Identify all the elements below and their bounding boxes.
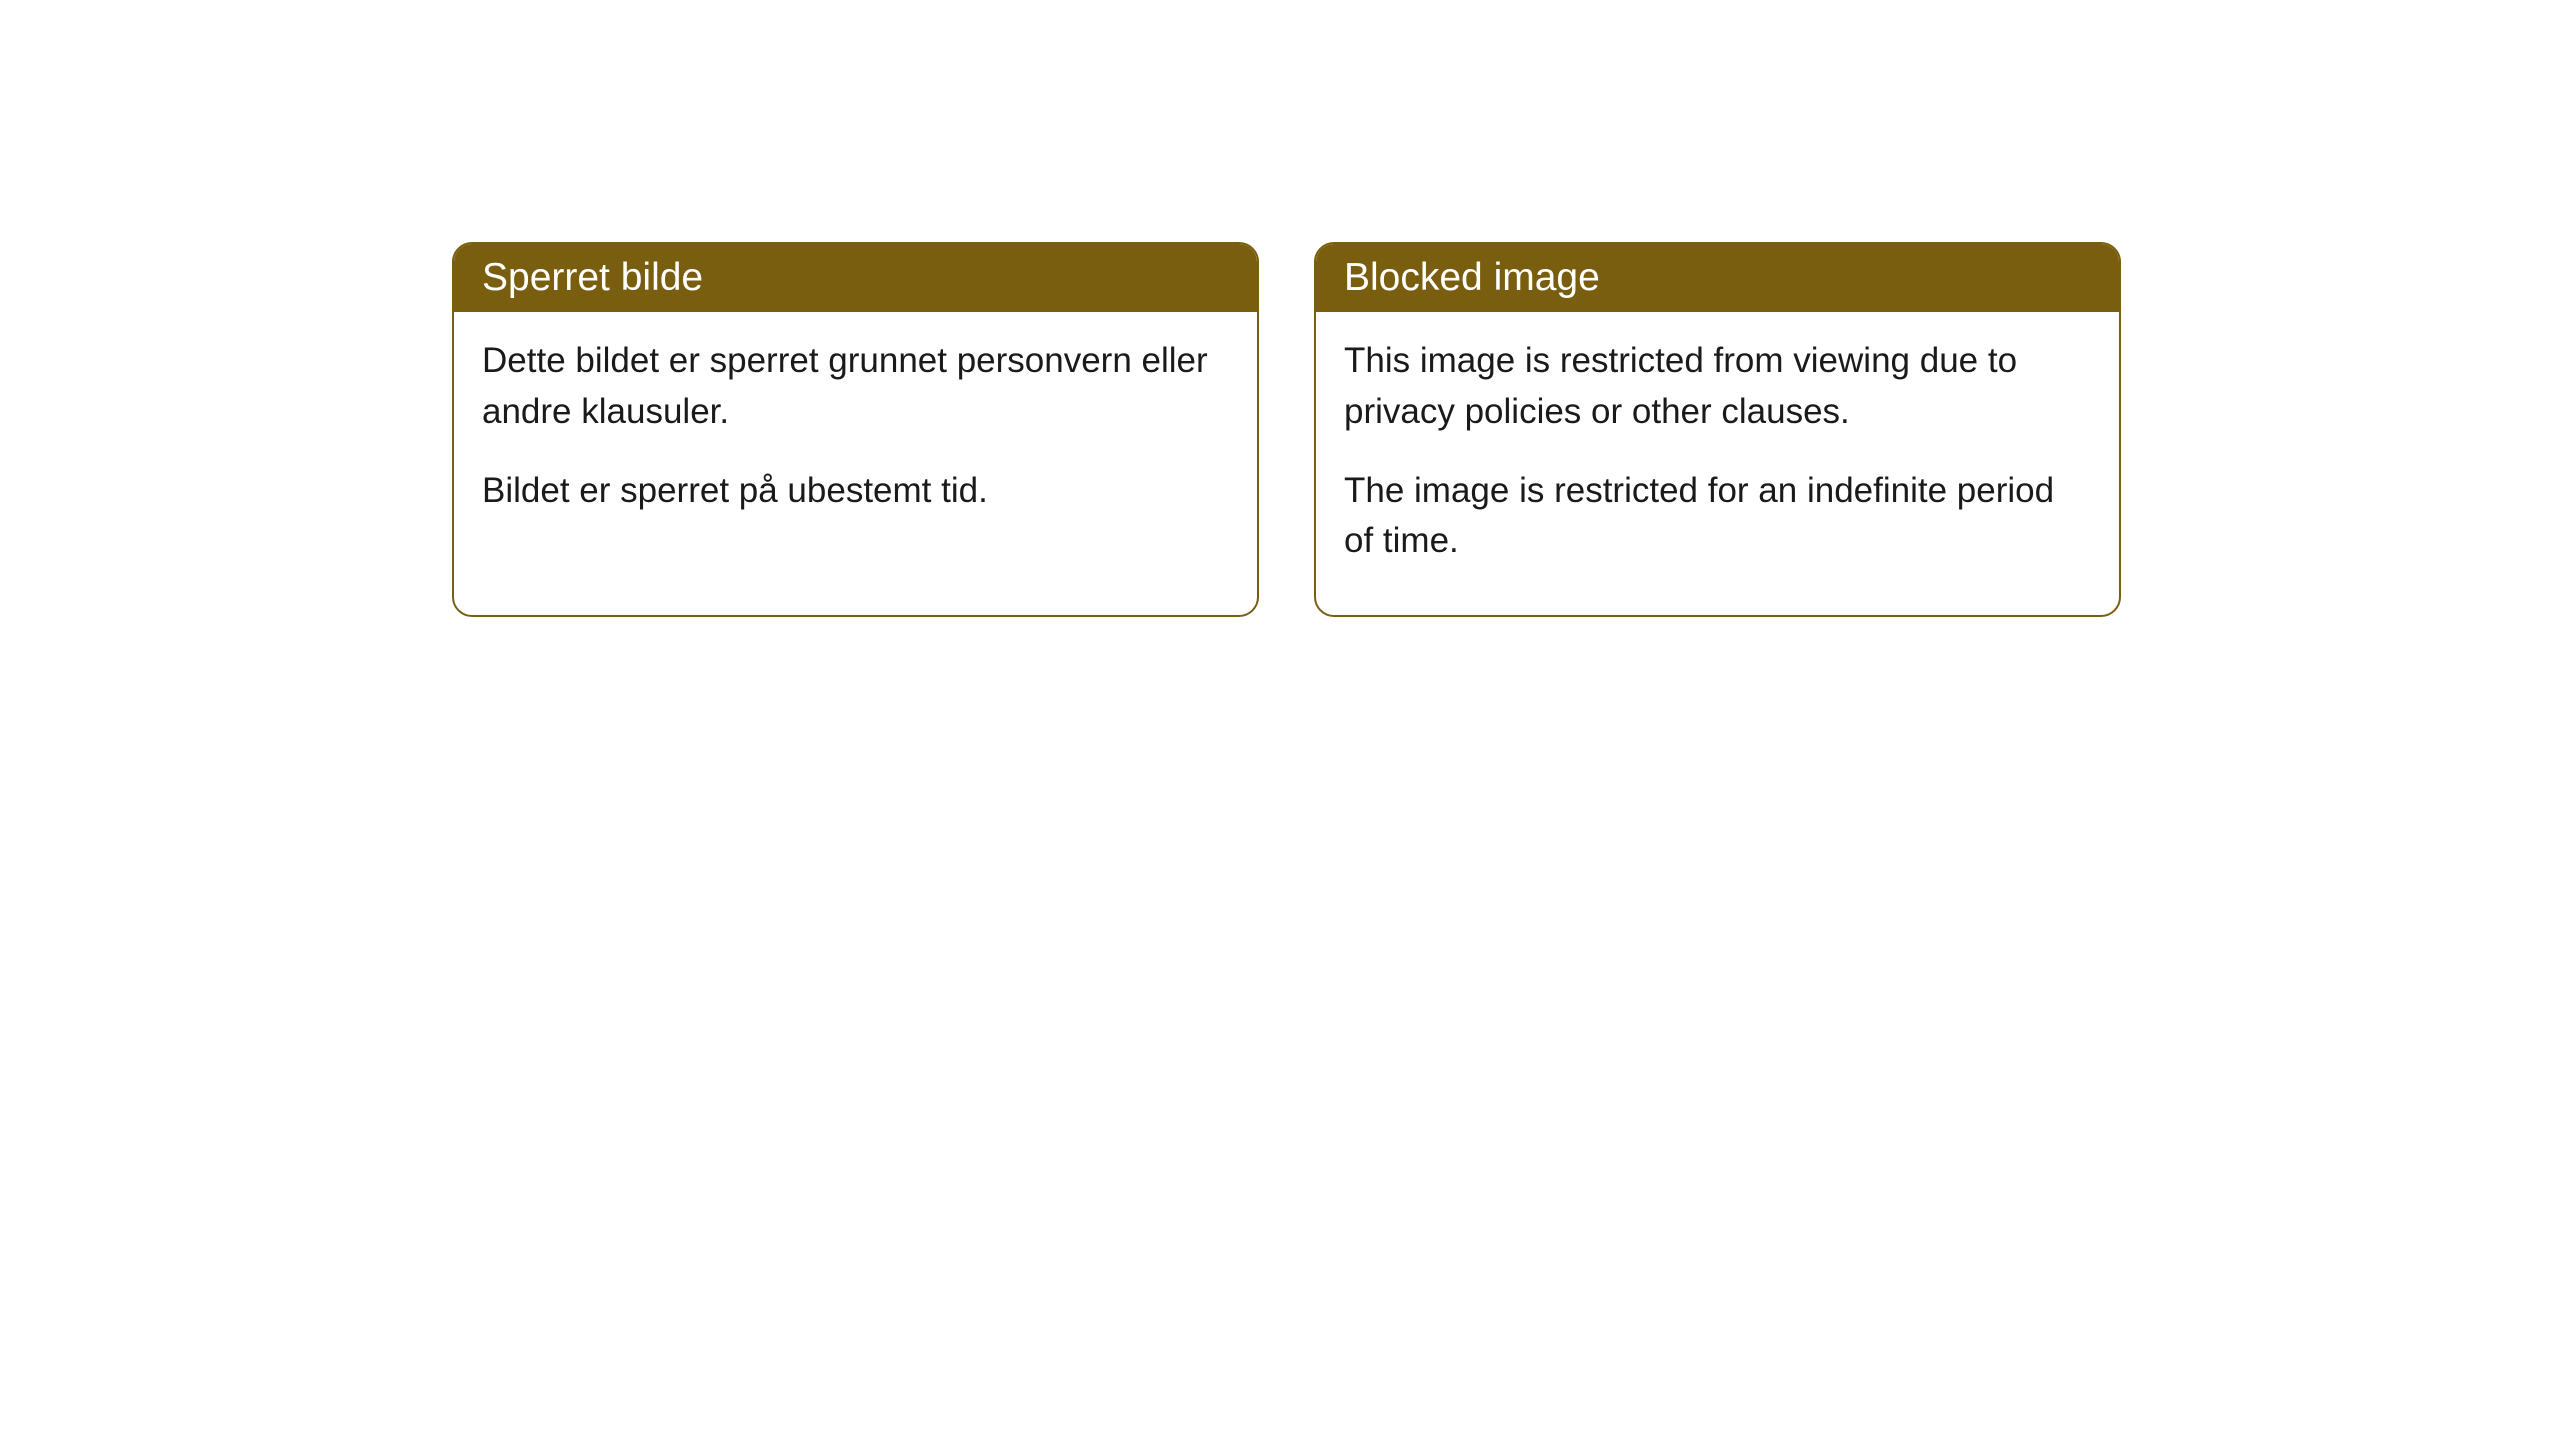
- card-header-no: Sperret bilde: [454, 244, 1257, 312]
- card-paragraph-2-en: The image is restricted for an indefinit…: [1344, 466, 2091, 568]
- blocked-image-card-en: Blocked image This image is restricted f…: [1314, 242, 2121, 617]
- card-paragraph-1-no: Dette bildet er sperret grunnet personve…: [482, 336, 1229, 438]
- card-paragraph-1-en: This image is restricted from viewing du…: [1344, 336, 2091, 438]
- notice-cards-container: Sperret bilde Dette bildet er sperret gr…: [452, 242, 2121, 617]
- card-title-no: Sperret bilde: [482, 256, 703, 299]
- card-paragraph-2-no: Bildet er sperret på ubestemt tid.: [482, 466, 1229, 517]
- card-body-no: Dette bildet er sperret grunnet personve…: [454, 312, 1257, 564]
- card-title-en: Blocked image: [1344, 256, 1600, 299]
- card-header-en: Blocked image: [1316, 244, 2119, 312]
- card-body-en: This image is restricted from viewing du…: [1316, 312, 2119, 615]
- blocked-image-card-no: Sperret bilde Dette bildet er sperret gr…: [452, 242, 1259, 617]
